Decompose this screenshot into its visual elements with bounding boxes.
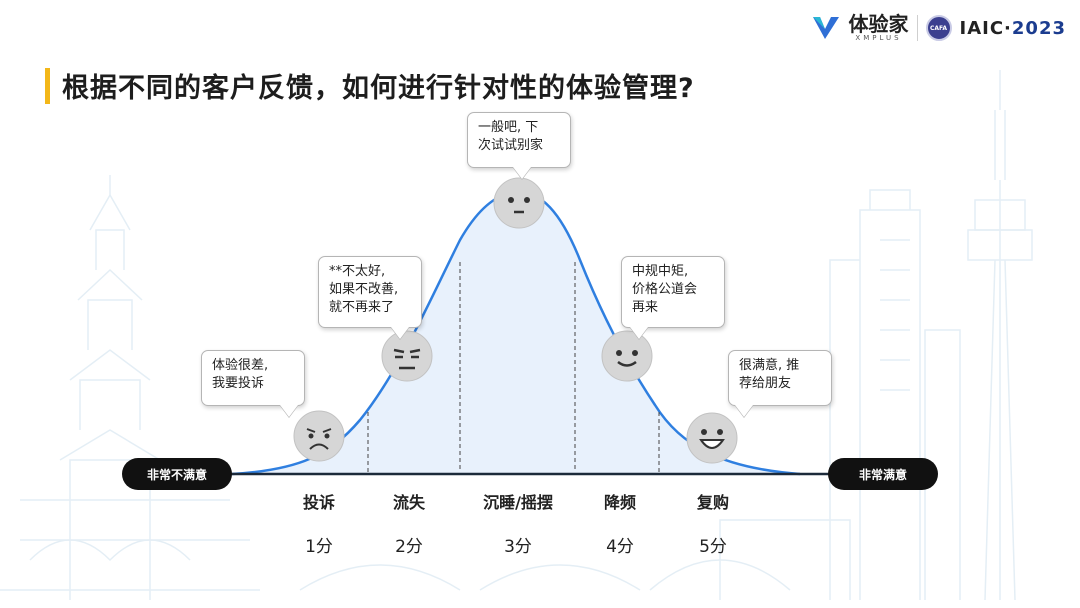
bubble-dormant: 一般吧, 下 次试试别家 — [467, 112, 571, 179]
stage-label-dormant: 沉睡/摇摆 — [483, 493, 553, 512]
title-accent-bar — [45, 68, 50, 104]
event-prefix: IAIC· — [959, 17, 1012, 39]
very-satisfied-pill: 非常满意 — [828, 458, 938, 490]
sad-face-icon — [293, 410, 345, 462]
xmplus-brand: 体验家 XMPLUS — [849, 14, 909, 43]
stage-label-repurchase: 复购 — [696, 493, 729, 512]
bubble-line: **不太好, — [329, 264, 386, 279]
grin-face-icon — [686, 412, 738, 464]
score-3: 3分 — [504, 537, 532, 557]
bubble-line: 我要投诉 — [212, 376, 265, 391]
very-dissatisfied-pill: 非常不满意 — [122, 458, 232, 490]
bubble-tail — [735, 405, 753, 417]
stage-label-complaint: 投诉 — [302, 493, 335, 512]
brand-name-cn: 体验家 — [848, 11, 909, 36]
bubble-line: 再来 — [632, 300, 659, 315]
bubble-reduced: 中规中矩, 价格公道会 再来 — [621, 256, 725, 339]
score-5: 5分 — [699, 537, 727, 557]
cafa-seal-icon: CAFA — [925, 15, 952, 41]
bubble-tail — [391, 327, 409, 339]
bubble-line: 次试试别家 — [478, 138, 544, 153]
curve-fill — [232, 192, 800, 474]
score-2: 2分 — [395, 537, 423, 557]
smile-face-icon — [601, 330, 653, 382]
bubble-line: 很满意, 推 — [739, 358, 800, 373]
page-title: 根据不同的客户反馈，如何进行针对性的体验管理? — [62, 73, 695, 104]
brand-logos: 体验家 XMPLUS CAFA IAIC·2023 — [811, 10, 1066, 46]
bubble-line: 体验很差, — [212, 358, 269, 373]
neutral-face-icon — [493, 177, 545, 229]
xmplus-logo-icon — [812, 17, 839, 39]
bubble-tail — [280, 405, 298, 417]
bubble-line: 就不再来了 — [329, 300, 395, 315]
score-1: 1分 — [305, 537, 333, 557]
logo-divider — [916, 15, 918, 41]
stage-label-churn: 流失 — [392, 493, 425, 512]
bubble-tail — [630, 327, 648, 339]
bubble-line: 荐给朋友 — [739, 376, 792, 391]
event-logo: IAIC·2023 — [960, 18, 1066, 39]
stage-label-reduced: 降频 — [603, 493, 636, 512]
bubble-line: 一般吧, 下 — [478, 120, 539, 135]
bubble-line: 价格公道会 — [632, 282, 698, 297]
brand-name-en: XMPLUS — [855, 33, 902, 42]
bubble-repurchase: 很满意, 推 荐给朋友 — [728, 350, 832, 417]
bubble-tail — [513, 167, 531, 179]
bubble-complaint: 体验很差, 我要投诉 — [201, 350, 305, 417]
event-year: 2023 — [1011, 17, 1066, 39]
annoyed-face-icon — [381, 330, 433, 382]
bubble-line: 如果不改善, — [329, 282, 399, 297]
bubble-line: 中规中矩, — [632, 264, 689, 279]
bubble-churn: **不太好, 如果不改善, 就不再来了 — [318, 256, 422, 339]
score-4: 4分 — [606, 537, 634, 557]
